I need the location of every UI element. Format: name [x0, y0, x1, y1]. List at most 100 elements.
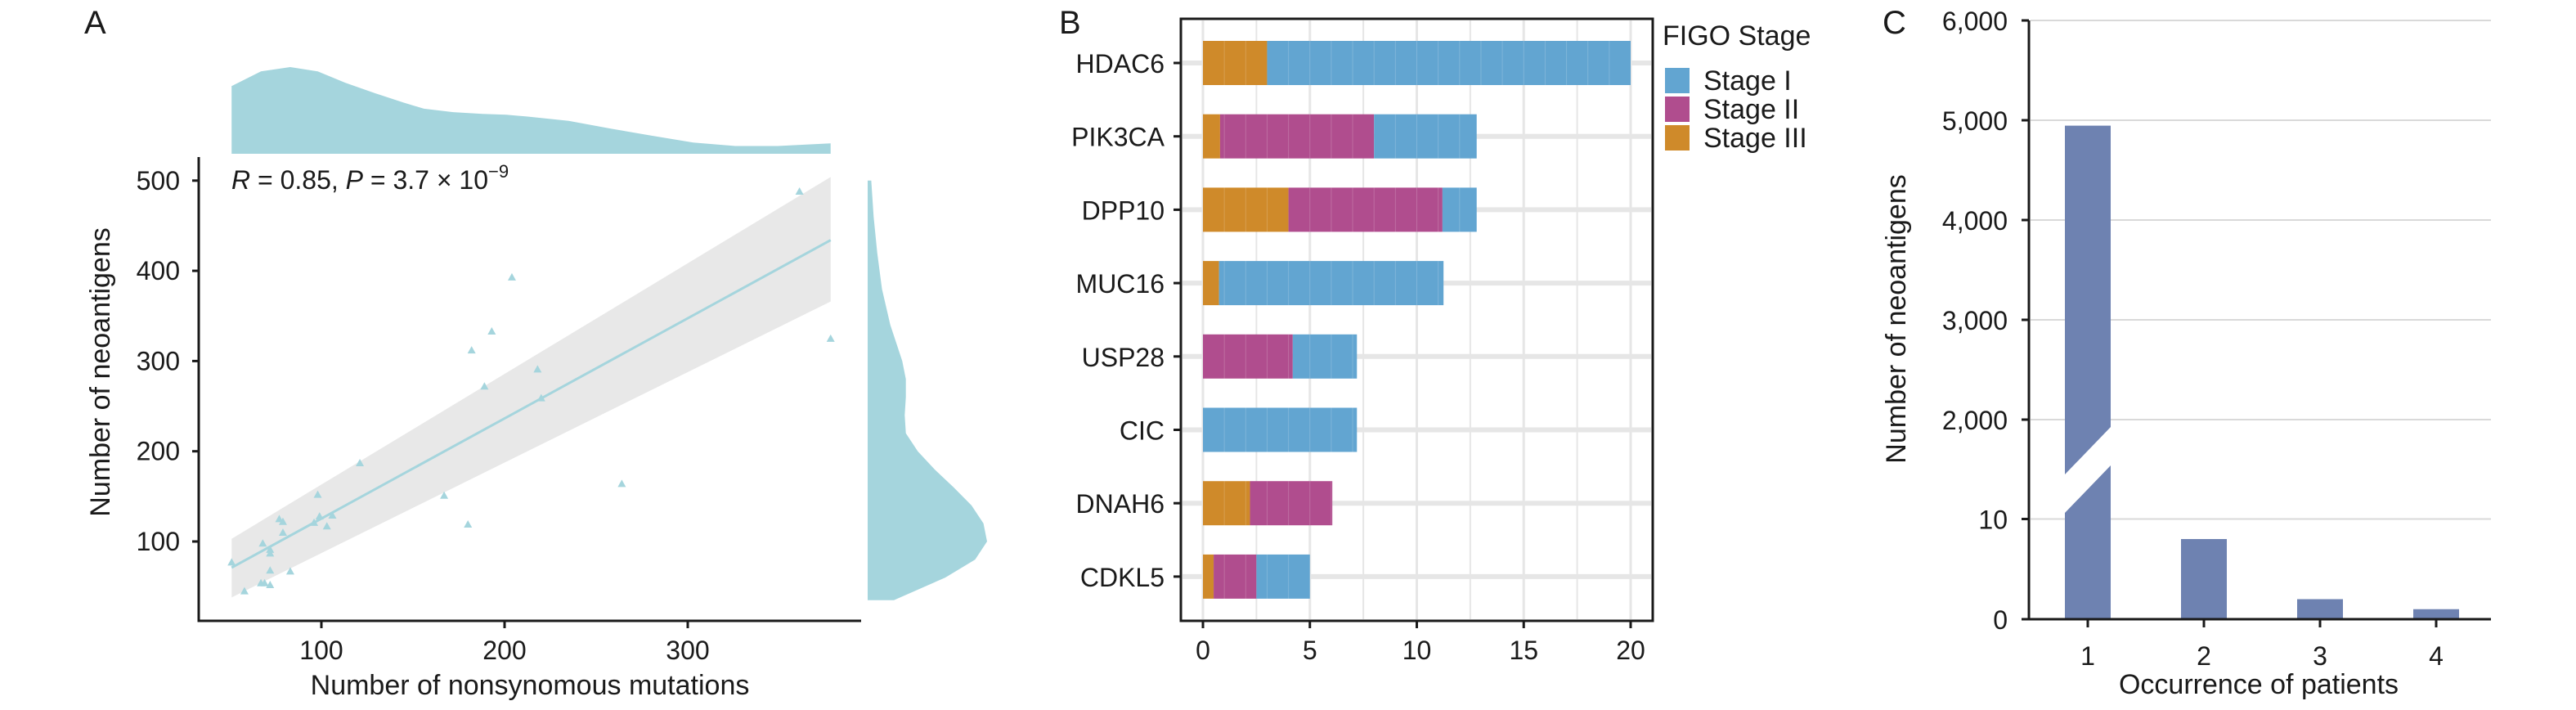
confidence-band: [231, 177, 831, 598]
x-ticks: 1 2 3 4: [2080, 619, 2444, 671]
scatter-point: [275, 515, 284, 523]
y-tick-label: 10: [1978, 506, 2008, 535]
legend-label: Stage I: [1703, 65, 1792, 97]
bar: [2181, 539, 2227, 619]
scatter-point: [617, 479, 626, 488]
panel-a-letter: A: [84, 5, 106, 41]
scatter-point: [266, 566, 275, 574]
scatter-point: [266, 549, 275, 557]
y-tick-label: 0: [1993, 605, 2008, 635]
category-label: CDKL5: [1080, 563, 1165, 592]
x-axis-title: Occurrence of patients: [2119, 669, 2399, 700]
bar-segment-stage-i: [1218, 261, 1444, 306]
y-tick-label: 100: [137, 527, 180, 556]
x-tick-label: 3: [2313, 641, 2327, 671]
bar-upper-segment: [2065, 125, 2111, 474]
stacked-bars: [1203, 41, 1631, 599]
bar: [2413, 609, 2459, 619]
bar-segment-stage-i: [1203, 407, 1358, 452]
scatter-point: [322, 522, 331, 530]
scatter-point: [487, 327, 496, 335]
scatter-point: [313, 490, 322, 498]
y-ticks: HDAC6 PIK3CA DPP10 MUC16 USP28 CIC DNAH6 CDKL5: [1071, 49, 1181, 592]
bar-segment-stage-ii: [1250, 481, 1333, 526]
x-tick-label: 15: [1509, 636, 1538, 665]
scatter-point: [315, 512, 324, 520]
axis-lines: [197, 157, 861, 622]
p-label: P: [346, 165, 364, 195]
scatter-point: [533, 365, 542, 373]
legend-title: FIGO Stage: [1663, 20, 1811, 52]
legend-swatch-stage-iii: [1665, 125, 1690, 151]
x-tick-label: 1: [2080, 641, 2095, 671]
y-tick-label: 200: [137, 437, 180, 466]
bar-segment-stage-ii: [1219, 114, 1375, 159]
category-label: CIC: [1120, 416, 1165, 446]
bar-segment-stage-i: [1442, 187, 1477, 232]
panel-c-letter: C: [1883, 5, 1906, 41]
y-tick-label: 2,000: [1942, 406, 2008, 435]
legend-swatch-stage-i: [1665, 68, 1690, 93]
x-tick-label: 10: [1402, 636, 1432, 665]
x-tick-label: 300: [666, 636, 709, 665]
bar-segment-stage-i: [1374, 114, 1477, 159]
x-tick-label: 200: [482, 636, 526, 665]
x-tick-label: 20: [1616, 636, 1645, 665]
scatter-point: [536, 393, 545, 402]
bar-segment-stage-iii: [1203, 481, 1250, 526]
scatter-point: [464, 520, 473, 528]
scatter-point: [278, 528, 287, 536]
y-tick-label: 3,000: [1942, 306, 2008, 335]
y-tick-label: 4,000: [1942, 206, 2008, 236]
scatter-point: [826, 334, 835, 342]
x-ticks: 100 200 300: [299, 621, 710, 665]
category-label: PIK3CA: [1071, 123, 1165, 152]
category-label: DPP10: [1082, 195, 1165, 225]
scatter-point: [266, 580, 275, 588]
scatter-point: [356, 459, 365, 467]
bar-lower-segment: [2065, 465, 2111, 619]
x-ticks: 0 5 10 15 20: [1196, 621, 1645, 665]
scatter-point: [795, 187, 804, 195]
panel-a: A 100 200 300 400 500 100 200 300 R = 0.85, P …: [84, 5, 987, 701]
bars: [2065, 125, 2459, 619]
gridlines: [1183, 20, 1651, 619]
scatter-point: [278, 517, 287, 525]
x-tick-label: 100: [299, 636, 343, 665]
scatter-point: [310, 518, 319, 526]
scatter-point: [328, 511, 337, 519]
scatter-point: [440, 491, 449, 499]
category-label: HDAC6: [1076, 49, 1165, 79]
x-tick-label: 2: [2197, 641, 2211, 671]
bar-segment-stage-ii: [1214, 554, 1257, 599]
y-axis-title: Number of neoantigens: [1881, 174, 1912, 463]
bar-segment-stage-iii: [1203, 114, 1220, 159]
r-label: R: [231, 165, 250, 195]
y-tick-label: 400: [137, 256, 180, 285]
x-tick-label: 0: [1196, 636, 1210, 665]
legend-label: Stage III: [1703, 123, 1807, 154]
scatter-points: [227, 187, 835, 595]
scatter-point: [227, 558, 236, 566]
scatter-point: [507, 272, 516, 281]
bar-segment-stage-iii: [1203, 261, 1219, 306]
scatter-point: [285, 567, 294, 575]
x-tick-label: 4: [2429, 641, 2444, 671]
y-tick-label: 5,000: [1942, 106, 2008, 136]
scatter-point: [240, 586, 249, 595]
bar-segment-stage-iii: [1203, 41, 1268, 85]
scatter-point: [258, 539, 267, 547]
panel-c: C 0 10 2,000 3,000 4,000 5,000 6,000 1 2 3 4 Occu…: [1881, 5, 2491, 700]
y-tick-label: 300: [137, 346, 180, 375]
p-exponent: −9: [488, 161, 509, 182]
legend-swatch-stage-ii: [1665, 97, 1690, 122]
correlation-annotation: R = 0.85, P = 3.7 × 10−9: [231, 161, 509, 195]
bar-segment-stage-i: [1267, 41, 1631, 85]
x-axis-title: Number of nonsynomous mutations: [311, 670, 750, 701]
bar-segment-stage-i: [1256, 554, 1310, 599]
bar-segment-stage-iii: [1203, 554, 1214, 599]
p-value: = 3.7 × 10: [363, 165, 488, 195]
category-label: MUC16: [1076, 269, 1165, 299]
scatter-point: [260, 578, 269, 586]
